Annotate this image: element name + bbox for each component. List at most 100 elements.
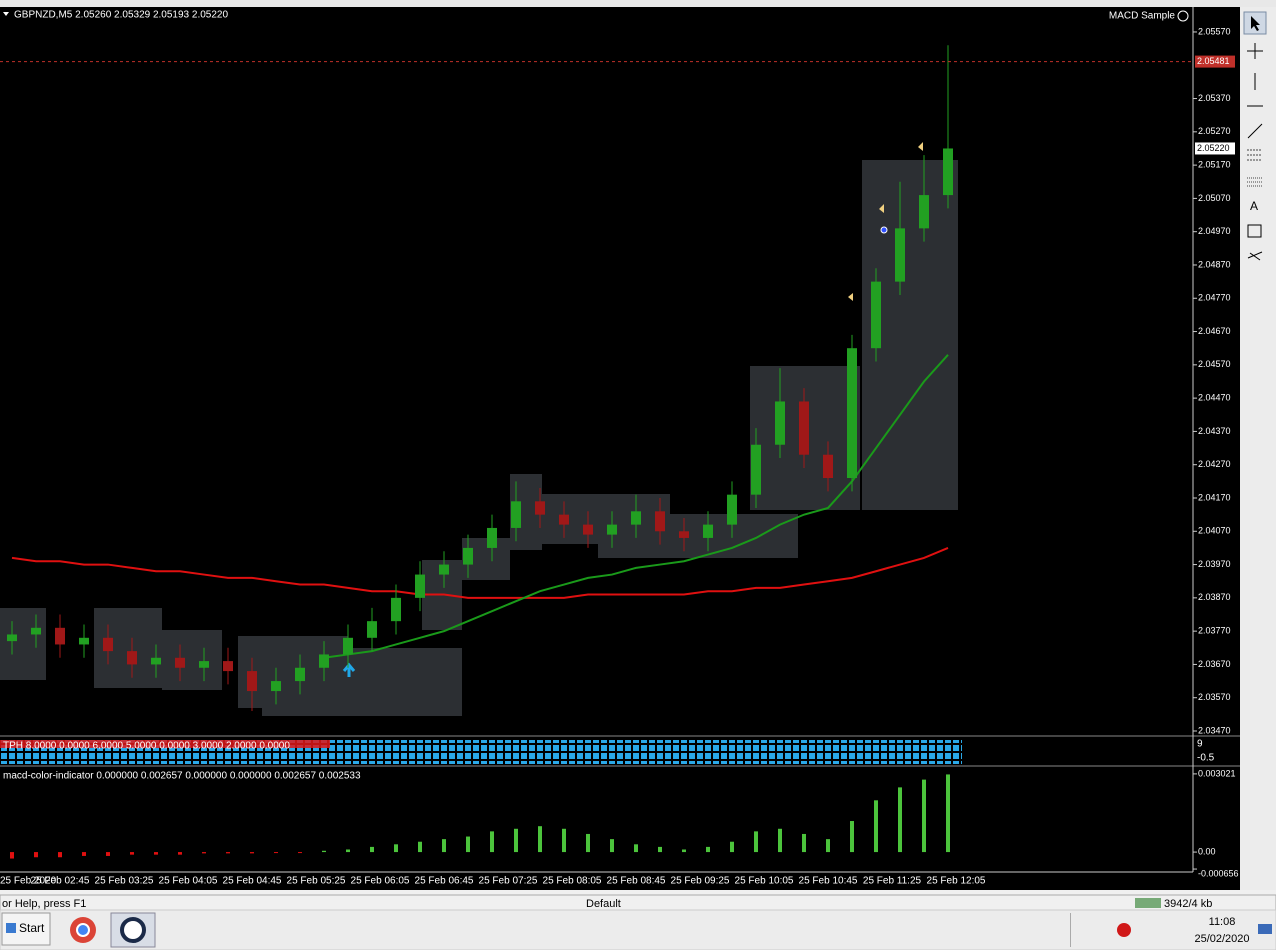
zone (0, 608, 46, 680)
y-tick-label: 2.03870 (1198, 592, 1231, 602)
tph-red-block (0, 740, 330, 748)
candle-body (151, 657, 161, 665)
histogram-bar (250, 852, 254, 854)
tray-icon[interactable] (1117, 923, 1131, 937)
candle-body (55, 627, 65, 645)
chart-title: GBPNZD,M5 2.05260 2.05329 2.05193 2.0522… (14, 10, 228, 21)
trendline-tool[interactable] (1247, 123, 1263, 139)
tph-scale: 9 (1197, 739, 1203, 750)
y-tick-label: 2.04370 (1198, 426, 1231, 436)
x-tick-label: 25 Feb 03:25 (95, 876, 154, 887)
x-tick-label: 25 Feb 11:25 (863, 876, 922, 887)
status-bar (0, 894, 1276, 911)
histogram-bar (298, 852, 302, 854)
fibo-tool[interactable] (1247, 177, 1262, 187)
histogram-bar (850, 821, 854, 853)
x-tick-label: 25 Feb 06:05 (351, 876, 410, 887)
histogram-bar (898, 787, 902, 853)
clock-date: 25/02/2020 (1194, 933, 1249, 945)
histogram-bar (754, 831, 758, 853)
x-tick-label: 25 Feb 05:25 (287, 876, 346, 887)
x-tick-label: 25 Feb 12:05 (927, 876, 986, 887)
x-tick-label: 25 Feb 09:25 (671, 876, 730, 887)
candle-body (103, 637, 113, 652)
histogram-bar (178, 852, 182, 855)
histogram-bar (154, 852, 158, 855)
arrows-tool[interactable] (1247, 251, 1263, 261)
chart-menu-icon[interactable] (3, 12, 9, 16)
candle-body (127, 651, 137, 665)
histogram-bar (418, 841, 422, 853)
histogram-bar (226, 852, 230, 854)
macd-label: macd-color-indicator 0.000000 0.002657 0… (3, 771, 361, 782)
top-strip (0, 0, 1276, 7)
histogram-bar (322, 850, 326, 853)
histogram-bar (370, 846, 374, 853)
x-tick-label: 25 Feb 04:05 (159, 876, 218, 887)
candle-body (775, 401, 785, 445)
histogram-bar (802, 833, 806, 853)
label-tool[interactable] (1247, 224, 1262, 238)
y-tick-label: 2.04470 (1198, 393, 1231, 403)
candle-body (319, 654, 329, 668)
channel-tool[interactable] (1247, 149, 1262, 161)
y-tick-label: 2.03770 (1198, 626, 1231, 636)
ea-name: MACD Sample (1109, 11, 1176, 22)
status-help: or Help, press F1 (2, 898, 86, 910)
candle-body (727, 494, 737, 525)
candle-body (415, 574, 425, 598)
candle-body (679, 531, 689, 538)
price-label: 2.05220 (1197, 143, 1230, 153)
histogram-bar (706, 846, 710, 853)
histogram-bar (634, 844, 638, 853)
histogram-bar (466, 836, 470, 853)
start-label: Start (19, 921, 45, 935)
candle-body (487, 527, 497, 548)
candle-body (31, 627, 41, 635)
y-tick-label: 2.05270 (1198, 126, 1231, 136)
candle-body (511, 501, 521, 528)
candle-body (703, 524, 713, 538)
x-tick-label: 25 Feb 10:45 (799, 876, 858, 887)
y-tick-label: 2.04970 (1198, 226, 1231, 236)
histogram-bar (34, 852, 38, 858)
histogram-bar (610, 839, 614, 853)
histogram-bar (130, 852, 134, 855)
text-tool[interactable]: A (1250, 199, 1258, 213)
histogram-bar (274, 852, 278, 854)
candle-body (439, 564, 449, 575)
x-tick-label: 25 Feb 08:05 (543, 876, 602, 887)
candle-body (751, 444, 761, 495)
y-tick-label: 2.04770 (1198, 293, 1231, 303)
chrome-center (76, 923, 90, 937)
y-tick-label: 2.05070 (1198, 193, 1231, 203)
candle-body (271, 681, 281, 692)
status-traffic: 3942/4 kb (1164, 898, 1212, 910)
tph-label: TPH 8.0000 0.0000 6.0000 5.0000 0.0000 3… (3, 741, 290, 752)
histogram-bar (874, 800, 878, 853)
candle-body (895, 228, 905, 282)
candle-body (199, 661, 209, 668)
histogram-bar (922, 779, 926, 853)
traffic-icon (1135, 898, 1161, 908)
signal-dot (880, 226, 888, 234)
x-tick-label: 25 Feb 2020 (0, 876, 57, 887)
candle-body (247, 671, 257, 692)
moving-average (323, 354, 949, 659)
histogram-bar (538, 826, 542, 853)
y-tick-label: 2.04170 (1198, 492, 1231, 502)
histogram-bar (682, 849, 686, 853)
histogram-bar (778, 828, 782, 853)
show-desktop[interactable] (1258, 924, 1272, 934)
tph-scale: -0.5 (1197, 753, 1215, 764)
ask-label: 2.05481 (1197, 56, 1230, 66)
crosshair-tool[interactable] (1247, 43, 1263, 59)
y-tick-label: 0.00 (1198, 846, 1216, 856)
candle-body (295, 667, 305, 682)
clock-time: 11:08 (1209, 916, 1236, 928)
histogram-bar (514, 828, 518, 853)
start-logo (6, 923, 16, 933)
histogram-bar (826, 839, 830, 853)
